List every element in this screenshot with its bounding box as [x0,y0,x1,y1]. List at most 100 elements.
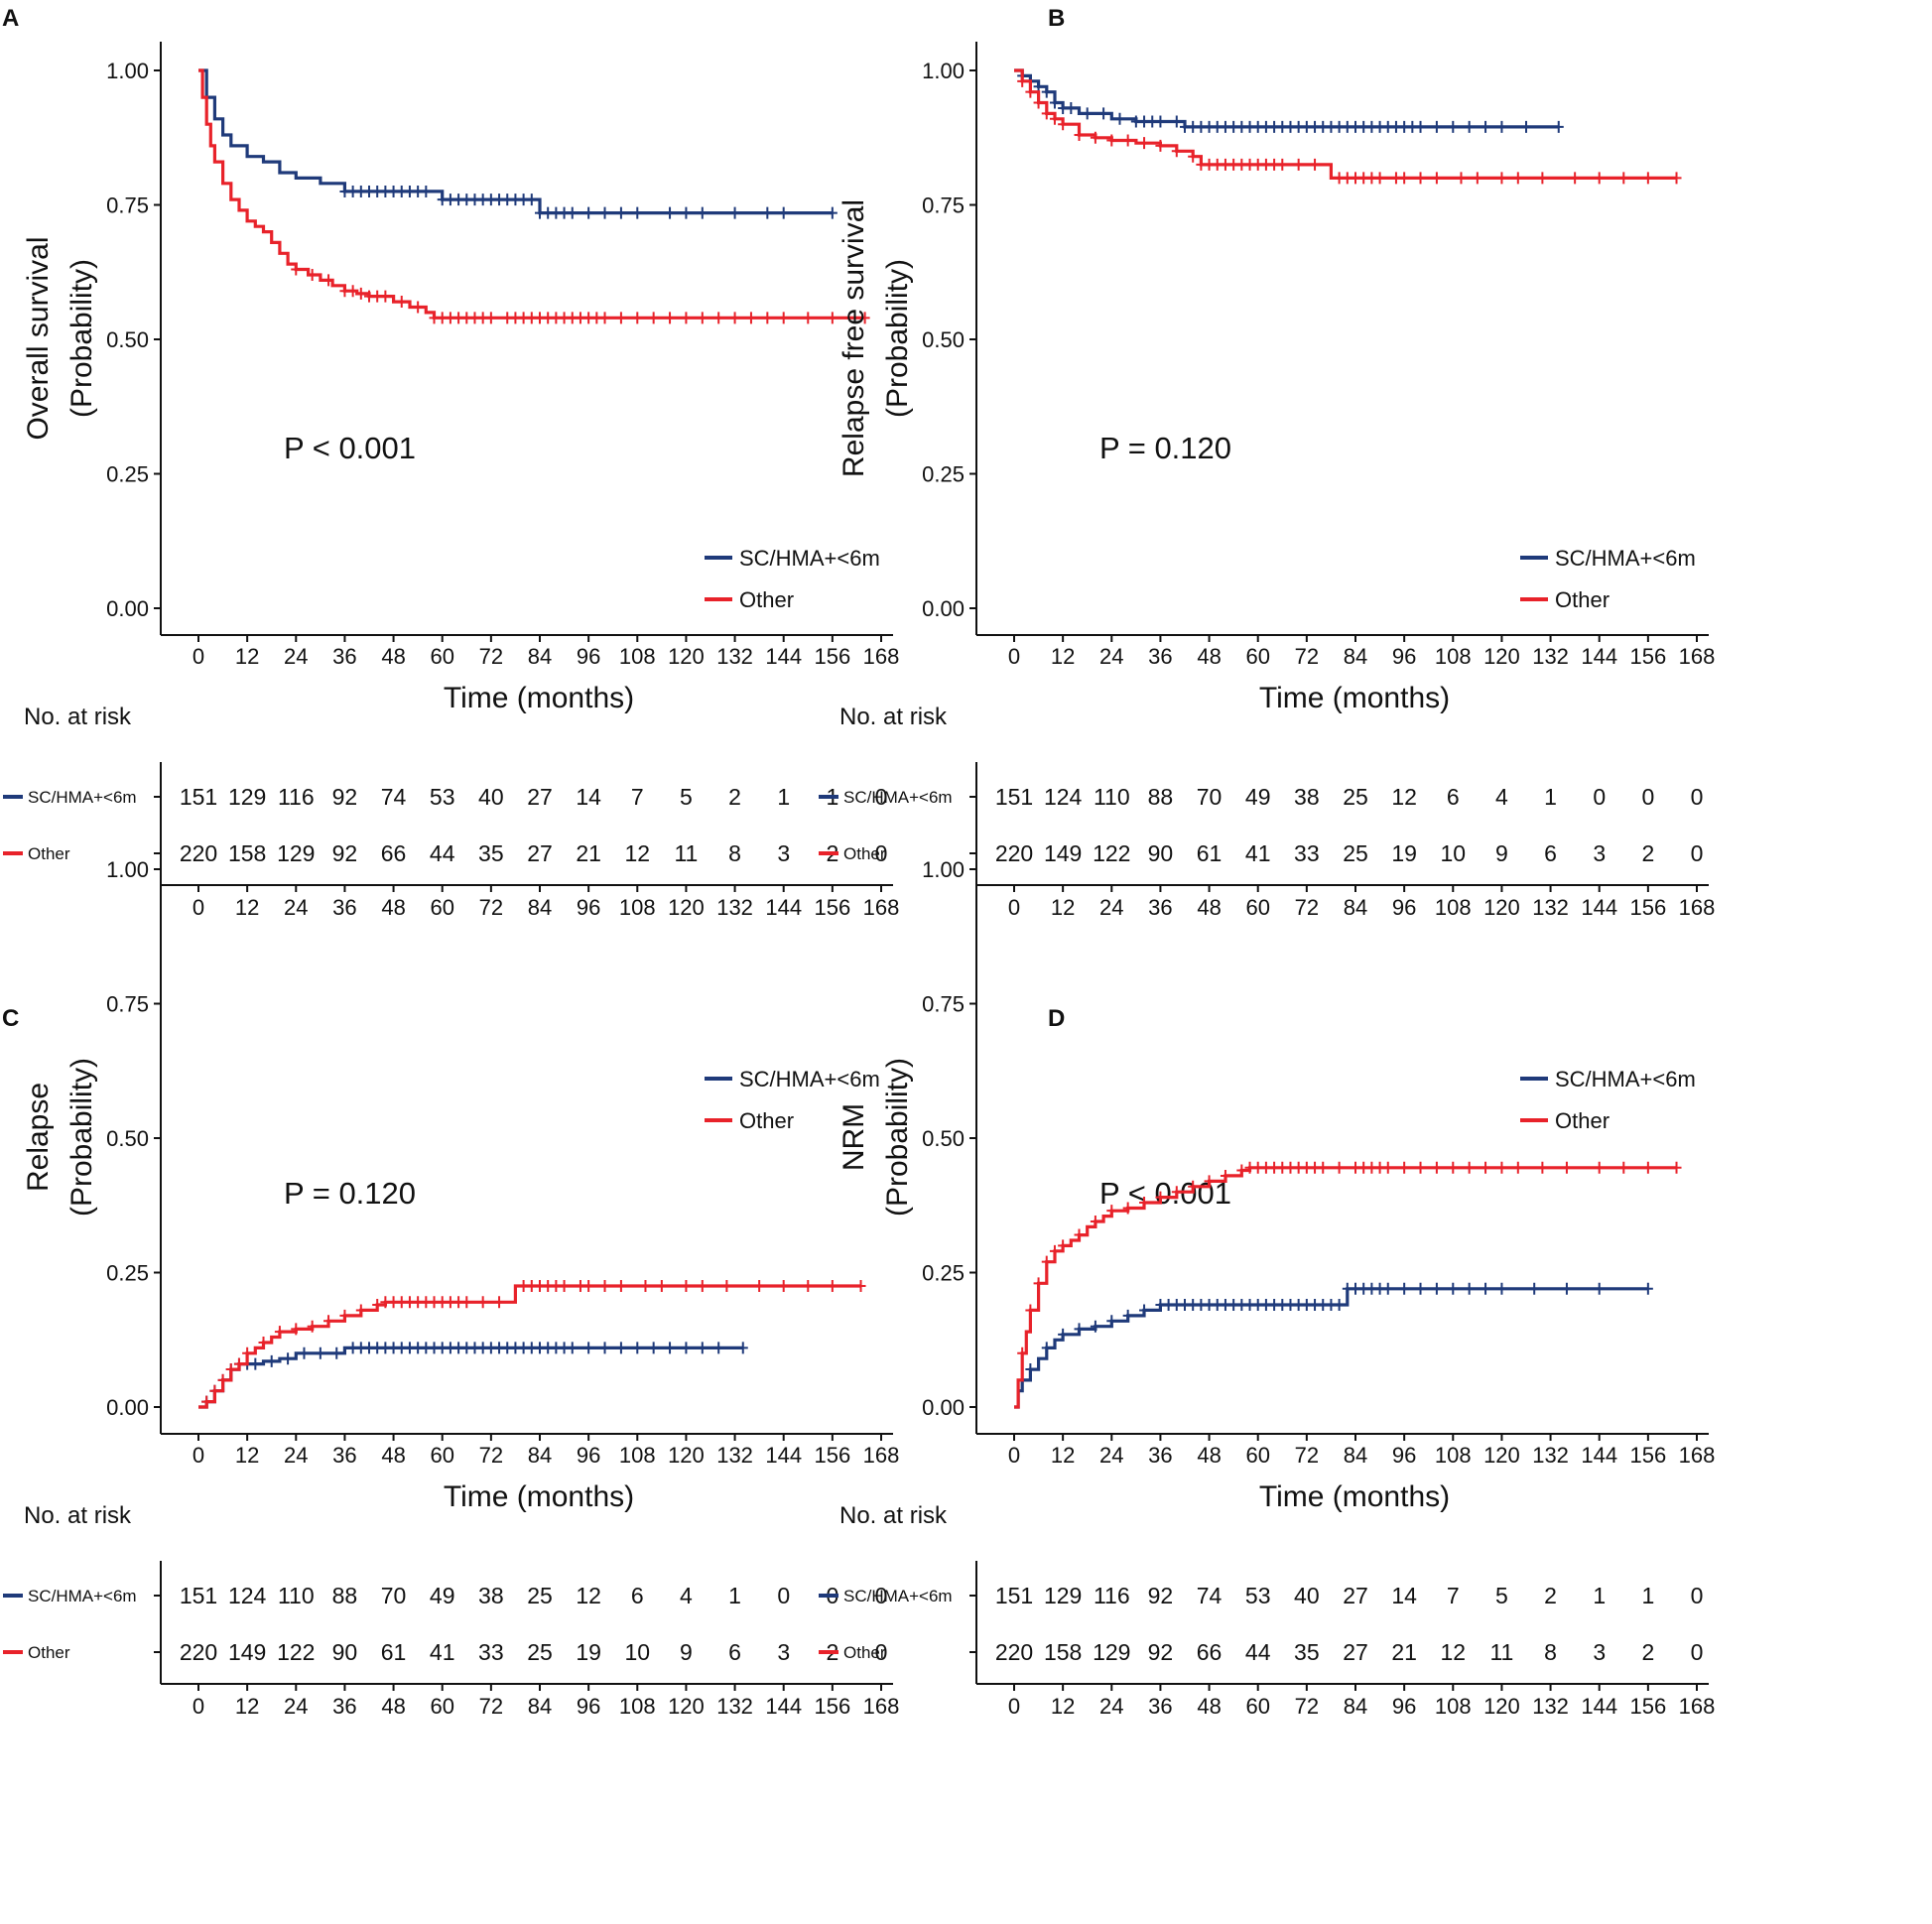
x-tick-label-a: 108 [619,644,656,669]
y-tick-label-c: 0.00 [106,1395,149,1420]
censor-mark-d-series-1 [1122,1202,1133,1215]
censor-mark-d-series-1 [1090,1216,1100,1228]
risk-x-tick-label-a: 96 [577,895,600,920]
x-tick-label-d: 168 [1679,1443,1716,1468]
legend-label-a-0: SC/HMA+<6m [739,546,880,571]
censor-mark-c-series-1 [242,1347,253,1359]
risk-x-tick-label-b: 48 [1197,895,1221,920]
censor-mark-c-series-0 [583,1342,594,1354]
risk-title-a: No. at risk [24,704,132,730]
risk-value-b-0: 88 [1148,784,1174,810]
risk-value-b-0: 49 [1245,784,1271,810]
x-tick-label-a: 0 [193,644,204,669]
risk-value-d-1: 220 [995,1639,1033,1665]
censor-mark-d-series-0 [1594,1282,1605,1295]
y-tick-label-b: 0.25 [922,462,965,487]
risk-x-tick-label-a: 12 [235,895,259,920]
x-tick-label-d: 156 [1629,1443,1666,1468]
panel-letter-b: B [1048,5,1065,32]
risk-value-d-0: 1 [1641,1583,1654,1608]
censor-mark-c-series-0 [615,1342,626,1354]
censor-mark-d-series-0 [1139,1304,1150,1317]
risk-x-tick-label-c: 36 [332,1694,356,1719]
censor-mark-c-series-1 [640,1280,651,1293]
risk-x-tick-label-a: 144 [765,895,802,920]
x-tick-label-b: 36 [1148,644,1172,669]
censor-mark-a-series-1 [355,287,366,300]
x-tick-label-d: 120 [1483,1443,1520,1468]
censor-mark-d-series-0 [1464,1282,1475,1295]
censor-mark-d-series-0 [1334,1299,1345,1312]
censor-mark-c-series-1 [778,1280,789,1293]
censor-mark-c-series-1 [339,1309,350,1322]
risk-x-tick-label-c: 0 [193,1694,204,1719]
censor-mark-d-series-1 [1399,1161,1410,1174]
risk-x-tick-label-b: 120 [1483,895,1520,920]
risk-x-tick-label-d: 48 [1197,1694,1221,1719]
risk-value-d-0: 53 [1245,1583,1271,1608]
censor-mark-c-series-0 [697,1342,708,1354]
x-tick-label-b: 168 [1679,644,1716,669]
censor-mark-d-series-1 [1188,1180,1199,1193]
censor-mark-d-series-1 [1481,1161,1491,1174]
risk-x-tick-label-b: 132 [1532,895,1569,920]
censor-mark-d-series-1 [1561,1161,1572,1174]
risk-row-label-d-1: Other [843,1643,886,1662]
censor-mark-c-series-1 [599,1280,610,1293]
censor-mark-a-series-1 [859,312,870,324]
risk-value-a-0: 14 [576,784,601,810]
x-tick-label-b: 60 [1245,644,1269,669]
censor-mark-a-series-1 [632,312,643,324]
censor-mark-b-series-1 [1017,74,1028,87]
censor-mark-d-series-0 [1074,1323,1085,1336]
censor-mark-c-series-0 [632,1342,643,1354]
censor-mark-c-series-1 [697,1280,708,1293]
x-tick-label-d: 24 [1099,1443,1123,1468]
x-axis-title-c: Time (months) [444,1480,634,1513]
y-tick-label-c: 1.00 [106,857,149,882]
censor-mark-c-series-1 [827,1280,837,1293]
censor-mark-b-series-1 [1310,158,1321,171]
censor-mark-b-series-1 [1293,158,1304,171]
legend-label-c-0: SC/HMA+<6m [739,1067,880,1091]
x-tick-label-a: 60 [430,644,453,669]
censor-mark-a-series-1 [307,268,318,281]
risk-x-tick-label-c: 108 [619,1694,656,1719]
risk-value-c-1: 3 [777,1639,790,1665]
risk-value-a-1: 44 [430,840,455,866]
censor-mark-a-series-0 [681,206,692,219]
censor-mark-a-series-0 [697,206,708,219]
risk-x-tick-label-b: 168 [1679,895,1716,920]
censor-mark-b-series-1 [1570,172,1581,185]
risk-value-c-1: 33 [478,1639,504,1665]
risk-value-b-1: 25 [1343,840,1368,866]
risk-x-tick-label-c: 60 [430,1694,453,1719]
censor-mark-c-series-0 [299,1347,310,1359]
risk-value-c-1: 9 [680,1639,693,1665]
risk-x-tick-label-b: 0 [1008,895,1020,920]
censor-mark-b-series-0 [1553,120,1564,133]
risk-row-label-d-0: SC/HMA+<6m [843,1587,953,1605]
censor-mark-d-series-1 [1537,1161,1548,1174]
censor-mark-b-series-0 [1496,120,1507,133]
risk-x-tick-label-b: 24 [1099,895,1123,920]
risk-value-d-1: 66 [1197,1639,1223,1665]
risk-x-tick-label-d: 60 [1245,1694,1269,1719]
censor-mark-b-series-1 [1537,172,1548,185]
risk-value-d-0: 14 [1391,1583,1417,1608]
risk-value-b-0: 0 [1641,784,1654,810]
risk-row-label-b-1: Other [843,844,886,863]
risk-value-b-1: 220 [995,840,1033,866]
censor-mark-d-series-0 [1106,1315,1117,1328]
censor-mark-c-series-1 [461,1296,472,1309]
censor-mark-c-series-1 [681,1280,692,1293]
risk-value-d-1: 11 [1489,1639,1513,1665]
censor-mark-d-series-0 [1058,1328,1069,1341]
legend-label-b-0: SC/HMA+<6m [1555,546,1696,571]
risk-title-b: No. at risk [839,704,948,730]
x-tick-label-d: 132 [1532,1443,1569,1468]
censor-mark-b-series-1 [1122,134,1133,147]
panel-letter-a: A [2,5,19,32]
x-tick-label-c: 120 [668,1443,705,1468]
censor-mark-a-series-1 [396,296,407,309]
